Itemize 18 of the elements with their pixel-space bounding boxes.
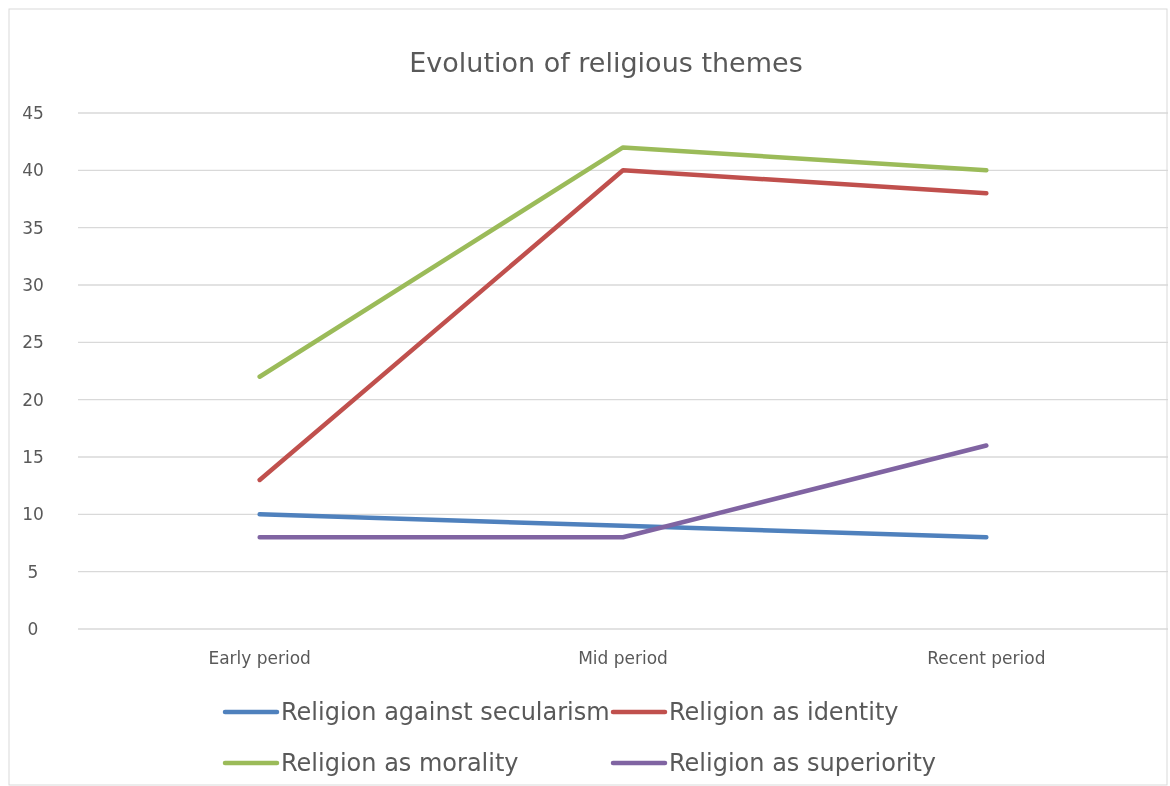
x-tick-label: Early period — [208, 648, 311, 668]
y-tick-label: 40 — [22, 160, 44, 181]
y-tick-label: 0 — [27, 618, 39, 639]
x-tick-label: Mid period — [578, 648, 668, 668]
chart-title: Evolution of religious themes — [409, 47, 803, 78]
y-tick-label: 30 — [22, 274, 44, 295]
legend-label: Religion as identity — [669, 698, 899, 727]
legend-label: Religion as superiority — [669, 749, 937, 778]
y-tick-label: 35 — [22, 217, 44, 238]
legend-label: Religion as morality — [281, 749, 519, 778]
x-tick-label: Recent period — [927, 648, 1046, 668]
y-tick-label: 15 — [22, 446, 44, 467]
y-tick-label: 5 — [27, 561, 39, 582]
y-tick-label: 45 — [22, 102, 44, 123]
y-tick-label: 25 — [22, 332, 44, 353]
legend-label: Religion against secularism — [281, 698, 610, 727]
y-tick-label: 20 — [22, 389, 44, 410]
y-tick-label: 10 — [22, 504, 44, 525]
